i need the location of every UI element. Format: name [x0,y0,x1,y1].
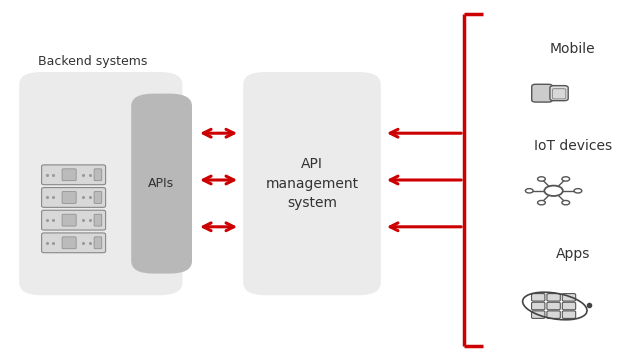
FancyBboxPatch shape [94,192,102,203]
FancyBboxPatch shape [547,294,560,301]
FancyBboxPatch shape [563,311,575,318]
Circle shape [538,177,545,181]
FancyBboxPatch shape [94,214,102,226]
FancyBboxPatch shape [42,188,106,207]
FancyBboxPatch shape [62,214,76,226]
FancyBboxPatch shape [42,233,106,253]
FancyBboxPatch shape [62,192,76,203]
FancyBboxPatch shape [94,237,102,249]
FancyBboxPatch shape [532,84,552,102]
Circle shape [538,201,545,205]
FancyBboxPatch shape [94,169,102,181]
FancyBboxPatch shape [563,302,575,310]
FancyBboxPatch shape [62,237,76,249]
Circle shape [574,189,582,193]
Circle shape [525,189,533,193]
FancyBboxPatch shape [131,94,192,274]
Circle shape [545,186,563,196]
FancyBboxPatch shape [552,89,566,99]
FancyBboxPatch shape [532,294,545,301]
Text: API
management
system: API management system [266,157,359,210]
Text: IoT devices: IoT devices [534,139,612,153]
FancyBboxPatch shape [532,311,545,318]
FancyBboxPatch shape [243,72,381,295]
FancyBboxPatch shape [550,86,568,101]
Text: Mobile: Mobile [550,42,596,55]
Text: Backend systems: Backend systems [38,55,147,68]
FancyBboxPatch shape [42,210,106,230]
Circle shape [562,201,570,205]
FancyBboxPatch shape [42,165,106,185]
FancyBboxPatch shape [62,169,76,181]
FancyBboxPatch shape [547,311,560,318]
FancyBboxPatch shape [563,294,575,301]
FancyBboxPatch shape [547,302,560,310]
FancyBboxPatch shape [19,72,182,295]
Circle shape [562,177,570,181]
FancyBboxPatch shape [532,302,545,310]
Text: APIs: APIs [148,177,174,190]
Text: Apps: Apps [556,247,590,261]
